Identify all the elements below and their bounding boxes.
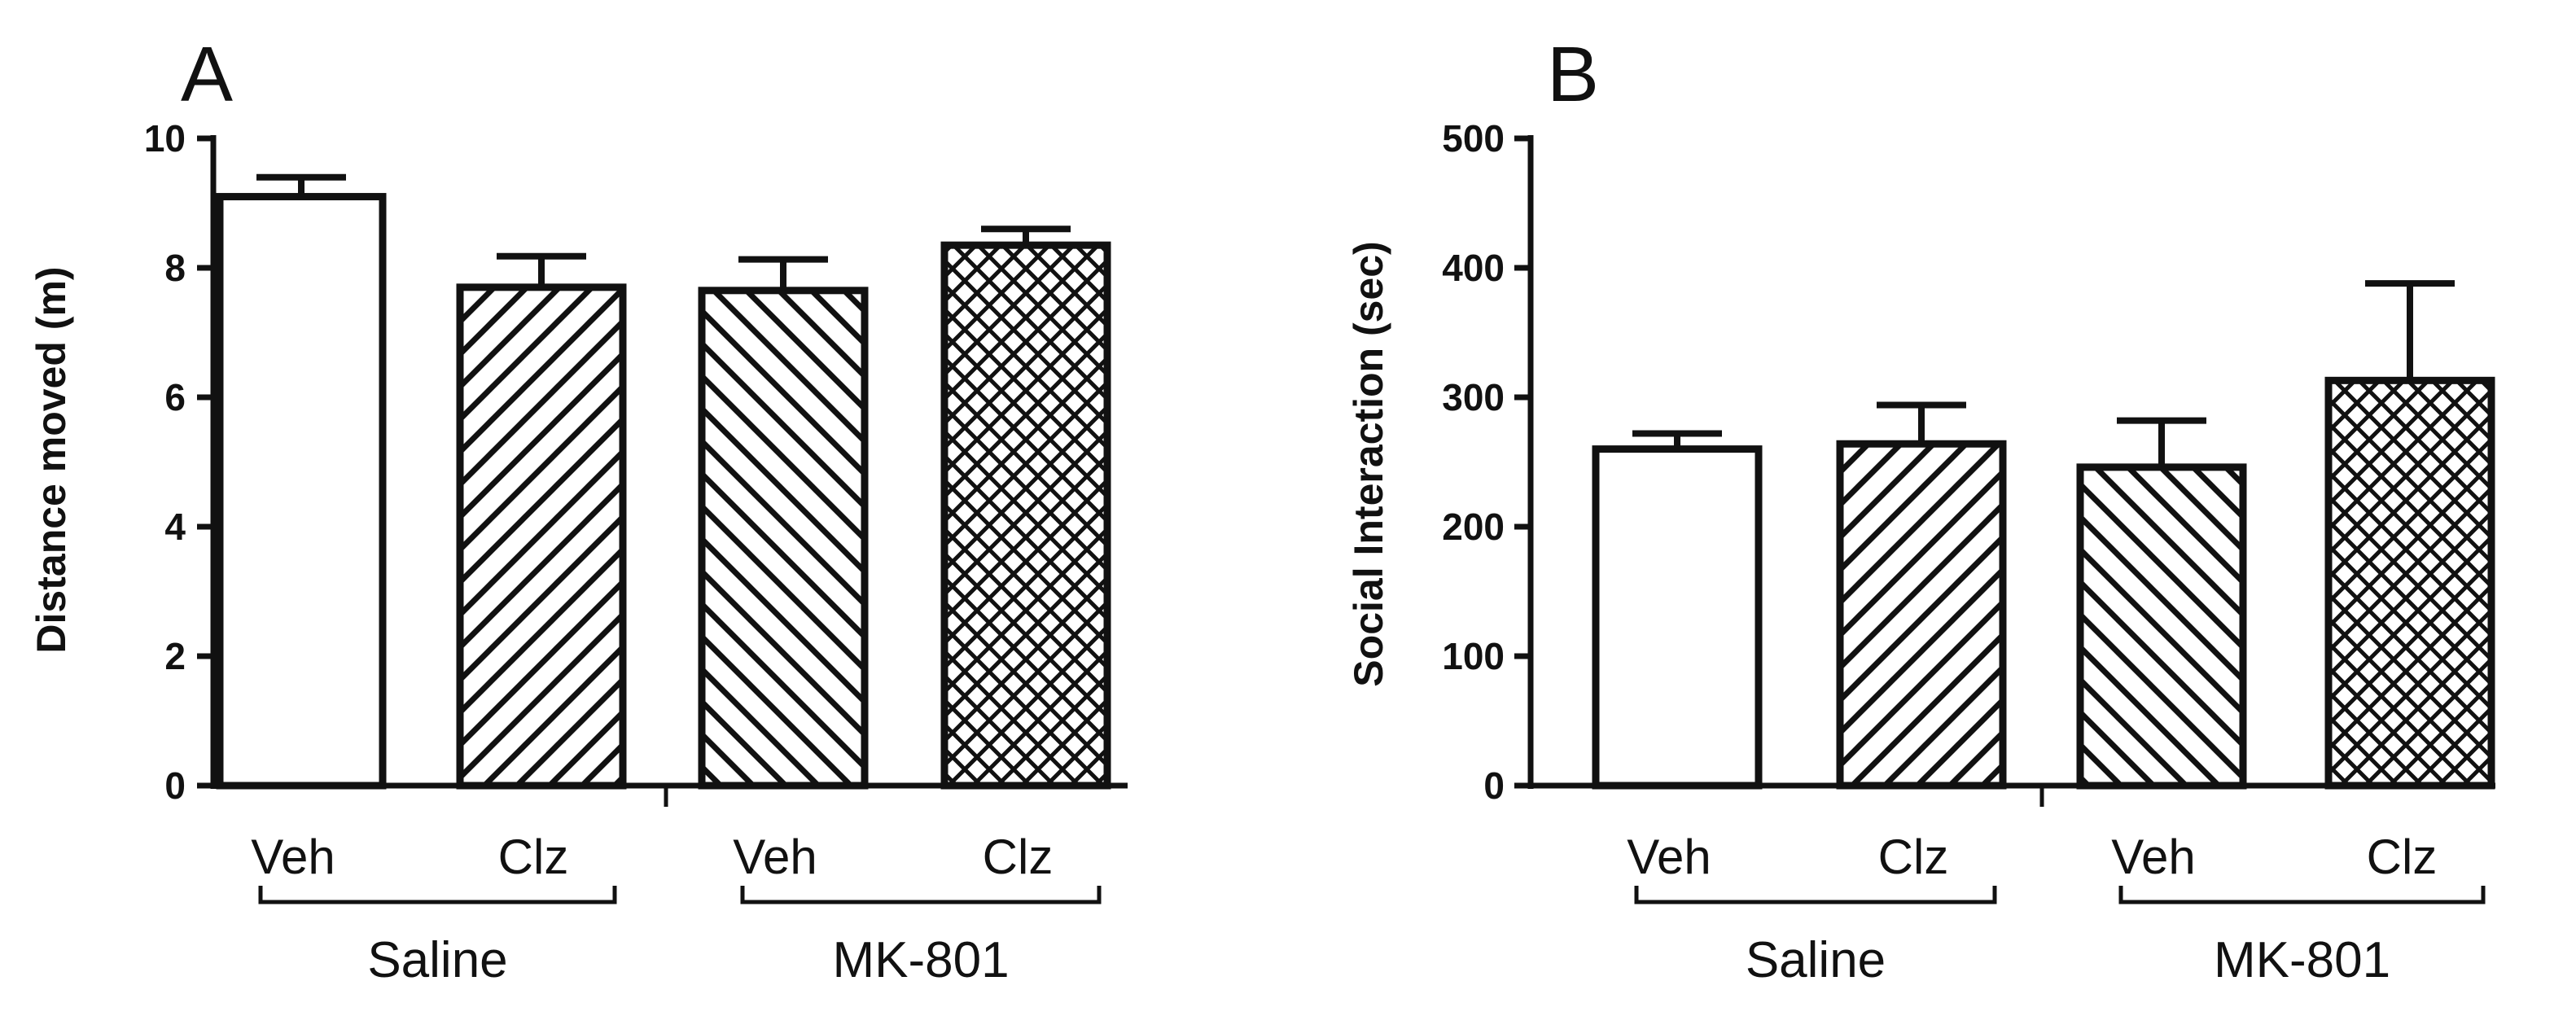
y-tick-label-b-1: 100	[1442, 635, 1505, 677]
bar-b-3	[2076, 463, 2247, 790]
y-tick-label-b-5: 500	[1442, 117, 1505, 160]
category-labels-a: Veh Clz Veh Clz Saline MK-801	[251, 830, 1102, 988]
y-tick-label-b-3: 300	[1442, 376, 1505, 418]
y-tick-label-a-5: 10	[144, 117, 186, 160]
category-label-a-2: Clz	[498, 830, 569, 884]
bar-b-4	[2324, 376, 2495, 790]
category-labels-b: Veh Clz Veh Clz Saline MK-801	[1627, 830, 2486, 988]
bar-a-2	[456, 283, 627, 790]
y-tick-label-b-0: 0	[1483, 764, 1505, 807]
category-label-a-3: Veh	[733, 830, 817, 884]
panel-letter-a: A	[181, 31, 233, 118]
panel-letter-b: B	[1547, 31, 1599, 118]
panel-b: B Social Interaction (sec) 0 100 200 300 400…	[1346, 31, 2495, 988]
group-bracket-a-1	[258, 886, 617, 904]
y-tick-label-a-2: 4	[164, 506, 186, 548]
bar-a-3	[698, 287, 869, 790]
y-axis-label-a: Distance moved (m)	[28, 266, 74, 653]
y-tick-label-b-4: 400	[1442, 247, 1505, 289]
category-label-b-4: Clz	[2367, 830, 2438, 884]
category-label-b-2: Clz	[1878, 830, 1949, 884]
axes-a: 0 2 4 6 8 10	[144, 117, 1128, 807]
y-tick-label-b-2: 200	[1442, 506, 1505, 548]
group-label-a-2: MK-801	[832, 932, 1009, 988]
category-label-a-4: Clz	[983, 830, 1054, 884]
y-tick-label-a-4: 8	[164, 247, 186, 289]
group-bracket-a-2	[740, 886, 1102, 904]
bar-a-4	[940, 241, 1111, 790]
bars-a	[216, 173, 1111, 790]
y-tick-label-a-1: 2	[164, 635, 186, 677]
bar-b-2	[1836, 440, 2007, 790]
panel-a: A Distance moved (m) 0 2 4 6 8 10 Veh Clz Veh Cl…	[28, 31, 1128, 988]
group-bracket-b-1	[1634, 886, 1997, 904]
axes-b: 0 100 200 300 400 500	[1442, 117, 2495, 807]
group-bracket-b-2	[2118, 886, 2486, 904]
group-label-a-1: Saline	[367, 932, 507, 988]
bar-a-1	[216, 193, 387, 790]
group-label-b-1: Saline	[1746, 932, 1886, 988]
y-tick-label-a-0: 0	[164, 764, 186, 807]
bar-b-1	[1592, 445, 1763, 790]
y-axis-label-b: Social Interaction (sec)	[1346, 241, 1391, 686]
y-tick-label-a-3: 6	[164, 376, 186, 418]
bars-b	[1592, 280, 2495, 790]
category-label-a-1: Veh	[251, 830, 335, 884]
category-label-b-3: Veh	[2111, 830, 2195, 884]
group-label-b-2: MK-801	[2214, 932, 2390, 988]
category-label-b-1: Veh	[1627, 830, 1711, 884]
